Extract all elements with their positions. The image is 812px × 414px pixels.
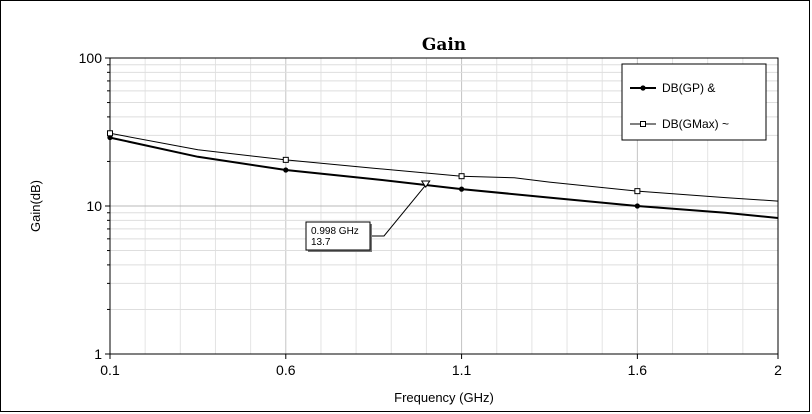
series-line-gmax [109, 132, 779, 202]
grid [110, 58, 778, 354]
annotation-frequency: 0.998 GHz [311, 226, 359, 237]
legend-box [621, 63, 767, 141]
legend: DB(GP) & DB(GMax) ~ [621, 63, 767, 141]
y-axis-label: Gain(dB) [28, 180, 43, 232]
annotation-box [305, 221, 371, 251]
x-tick-label: 2 [774, 362, 782, 378]
legend-marker [640, 121, 646, 127]
legend-label: DB(GP) & [662, 81, 715, 95]
y-tick-label: 10 [86, 198, 102, 214]
x-tick-label: 0.1 [100, 362, 120, 378]
y-axis-ticks: 1 10 100 [79, 50, 110, 362]
y-tick-label: 100 [79, 50, 103, 66]
chart-title: Gain [422, 35, 466, 55]
data-point-gmax [634, 188, 641, 195]
data-point-gp [283, 167, 289, 173]
x-tick-label: 0.6 [276, 362, 296, 378]
y-tick-label: 1 [94, 346, 102, 362]
x-tick-label: 1.1 [452, 362, 472, 378]
data-point-gmax [458, 173, 465, 180]
legend-marker [640, 85, 646, 91]
data-point-gmax [282, 156, 289, 163]
marker-triangle [420, 180, 431, 188]
x-tick-label: 1.6 [628, 362, 648, 378]
data-point-gmax [107, 130, 113, 137]
x-axis-ticks: 0.1 0.6 1.1 1.6 2 [100, 354, 782, 378]
series-layer [107, 130, 779, 219]
annotation-leader [370, 184, 427, 237]
data-point-gp [634, 203, 640, 209]
x-axis-label: Frequency (GHz) [394, 390, 494, 405]
legend-label: DB(GMax) ~ [662, 117, 729, 131]
annotation-value: 13.7 [311, 237, 331, 248]
data-point-gp [458, 186, 465, 192]
